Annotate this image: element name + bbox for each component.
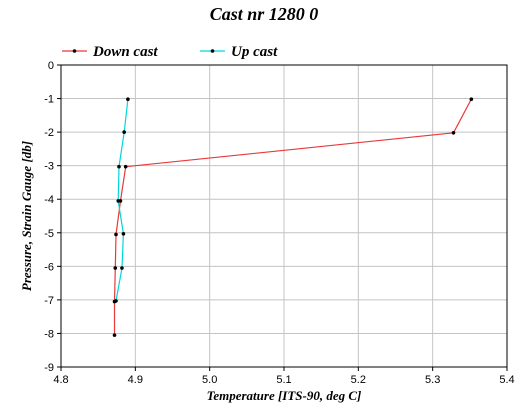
x-tick-label: 5.3	[425, 374, 440, 386]
legend-item-down-cast: Down cast	[62, 44, 158, 60]
x-axis-label: Temperature [ITS-90, deg C]	[207, 388, 362, 403]
data-point-down-cast	[113, 266, 118, 270]
data-point-up-cast	[117, 164, 121, 169]
y-tick-label: -3	[44, 161, 54, 173]
data-point-down-cast	[469, 97, 474, 102]
x-tick-label: 5.4	[499, 374, 514, 386]
legend-marker-up-cast	[210, 49, 215, 53]
data-point-up-cast	[122, 130, 126, 134]
data-point-up-cast	[126, 97, 130, 102]
y-tick-label: -7	[44, 295, 54, 307]
data-point-down-cast	[114, 232, 118, 237]
series-points	[112, 97, 474, 337]
data-point-up-cast	[114, 299, 118, 303]
legend-marker-down-cast	[72, 49, 77, 53]
x-tick-label: 5.2	[351, 374, 366, 386]
x-tick-label: 5.0	[202, 374, 217, 386]
y-tick-label: -9	[44, 362, 54, 374]
y-tick-label: -1	[44, 94, 54, 106]
x-tick-label: 5.1	[276, 374, 291, 386]
legend: Down cast Up cast	[62, 44, 278, 60]
data-point-down-cast	[123, 164, 128, 169]
grid	[60, 64, 508, 368]
y-tick-label: -5	[44, 228, 54, 240]
data-point-down-cast	[112, 333, 117, 337]
series-line-down-cast	[113, 98, 472, 336]
legend-label-up-cast: Up cast	[231, 44, 278, 60]
x-tick-label: 4.9	[128, 374, 143, 386]
data-point-down-cast	[451, 130, 456, 135]
data-point-up-cast	[116, 199, 121, 203]
axis-ticks: 4.8 4.9 5.0 5.1 5.2 5.3 5.4 0 -1 -2 -3 -4 -5 -6 -7 -8 -9	[44, 60, 514, 386]
y-tick-label: -2	[44, 127, 54, 139]
legend-label-down-cast: Down cast	[92, 44, 158, 60]
data-point-up-cast	[121, 231, 126, 236]
data-point-up-cast	[120, 266, 124, 270]
x-tick-label: 4.8	[53, 374, 68, 386]
y-tick-label: -8	[44, 328, 54, 340]
legend-item-up-cast: Up cast	[200, 44, 278, 60]
y-axis-label: Pressure, Strain Gauge [db]	[19, 141, 34, 291]
chart-title: Cast nr 1280 0	[210, 4, 319, 24]
y-tick-label: 0	[48, 60, 54, 72]
y-tick-label: -4	[44, 194, 54, 206]
y-tick-label: -6	[44, 261, 54, 273]
